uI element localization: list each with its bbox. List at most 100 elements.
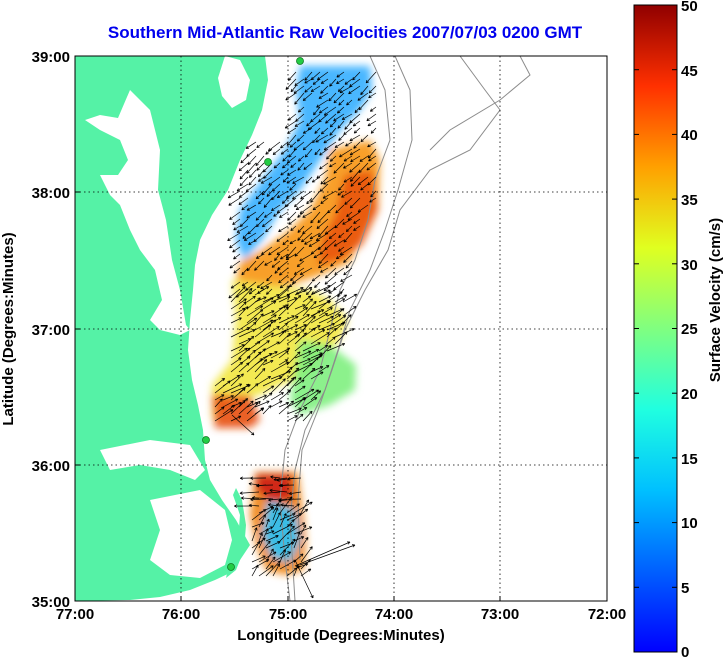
velocity-arrow [243, 232, 257, 241]
velocity-arrow [286, 522, 306, 535]
velocity-arrow [230, 373, 244, 387]
velocity-arrow [310, 329, 326, 338]
velocity-arrow [367, 120, 377, 127]
velocity-arrow [304, 148, 313, 158]
velocity-arrow [294, 332, 307, 345]
velocity-arrow [265, 535, 279, 542]
y-tick-label: 37:00 [32, 322, 70, 339]
velocity-arrow [290, 162, 297, 168]
velocity-arrow [230, 357, 242, 366]
velocity-arrow [278, 359, 289, 366]
velocity-arrow [289, 141, 297, 148]
velocity-arrow [294, 350, 312, 359]
velocity-arrow [342, 218, 353, 225]
velocity-arrow [247, 225, 257, 235]
velocity-arrow [238, 347, 251, 359]
velocity-arrow [336, 71, 345, 78]
velocity-arrow [326, 298, 346, 310]
velocity-arrow [338, 232, 345, 238]
velocity-arrow [222, 398, 239, 408]
velocity-arrow [250, 497, 267, 502]
velocity-arrow [268, 246, 281, 256]
velocity-arrow [318, 225, 329, 238]
velocity-arrow [334, 315, 347, 324]
velocity-arrow [286, 134, 297, 146]
velocity-arrow [279, 549, 286, 563]
velocity-arrow [246, 400, 261, 415]
velocity-arrow [360, 183, 369, 191]
velocity-arrow [302, 315, 316, 331]
velocity-arrow [254, 319, 274, 331]
velocity-arrow [303, 162, 313, 170]
velocity-arrow [329, 78, 337, 87]
velocity-arrow [279, 525, 295, 542]
velocity-arrow [315, 134, 329, 143]
velocity-arrow [286, 407, 302, 415]
colorbar-tick-label: 15 [681, 451, 698, 468]
velocity-arrow [278, 225, 289, 233]
y-tick-label: 36:00 [32, 458, 70, 475]
velocity-arrow [335, 204, 345, 214]
velocity-arrow [254, 286, 270, 296]
velocity-arrow [346, 99, 353, 106]
velocity-arrow [241, 281, 249, 287]
velocity-arrow [262, 376, 283, 387]
colorbar-tick-label: 45 [681, 63, 698, 80]
plot-area [75, 56, 607, 601]
velocity-arrow [262, 359, 274, 366]
velocity-arrow [294, 385, 306, 394]
velocity-arrow [337, 85, 345, 92]
velocity-arrow [343, 253, 353, 263]
velocity-arrow [293, 536, 305, 542]
velocity-arrow [349, 148, 361, 156]
velocity-arrow [294, 120, 305, 127]
velocity-arrow [302, 367, 316, 380]
velocity-arrow [270, 400, 283, 408]
velocity-arrow [278, 400, 294, 415]
velocity-arrow [222, 395, 234, 401]
velocity-arrow [262, 405, 272, 415]
velocity-arrow [278, 274, 289, 284]
velocity-arrow [294, 92, 305, 105]
velocity-arrow [304, 85, 313, 93]
velocity-arrow [322, 190, 337, 199]
velocity-arrow [302, 310, 321, 324]
velocity-arrow [279, 541, 295, 549]
velocity-arrow [299, 544, 356, 566]
velocity-arrow [238, 400, 254, 415]
velocity-arrow [353, 218, 361, 224]
velocity-arrow [294, 304, 306, 310]
velocity-arrow [292, 176, 305, 184]
velocity-arrow [232, 246, 241, 253]
velocity-arrow [309, 232, 321, 240]
velocity-arrow [353, 225, 361, 231]
x-tick-label: 73:00 [481, 606, 519, 623]
station-marker [202, 436, 210, 444]
velocity-arrow [254, 359, 268, 373]
velocity-arrow [239, 169, 249, 180]
x-axis-label: Longitude (Degrees:Minutes) [237, 627, 445, 644]
x-tick-labels: 77:00 76:00 75:00 74:00 73:00 72:00 [56, 606, 626, 623]
velocity-arrow [258, 514, 266, 528]
velocity-arrow [335, 253, 345, 260]
velocity-arrow [246, 321, 257, 331]
velocity-arrow [312, 78, 321, 85]
velocity-arrow [319, 246, 329, 255]
velocity-arrow [278, 389, 292, 401]
velocity-arrow [254, 260, 265, 271]
velocity-arrow [302, 410, 313, 422]
velocity-arrow [339, 148, 353, 158]
velocity-arrow [300, 546, 313, 563]
velocity-arrow [285, 92, 297, 101]
velocity-arrow [251, 564, 259, 577]
velocity-arrow [348, 85, 361, 95]
velocity-arrow [249, 169, 257, 178]
velocity-arrow [228, 288, 241, 299]
velocity-arrow [255, 155, 265, 167]
velocity-arrow [214, 394, 225, 401]
velocity-arrow [334, 294, 348, 303]
north-field-hot [318, 170, 378, 265]
velocity-arrow [360, 134, 369, 143]
velocity-arrow [370, 190, 377, 198]
velocity-arrow [272, 512, 281, 528]
